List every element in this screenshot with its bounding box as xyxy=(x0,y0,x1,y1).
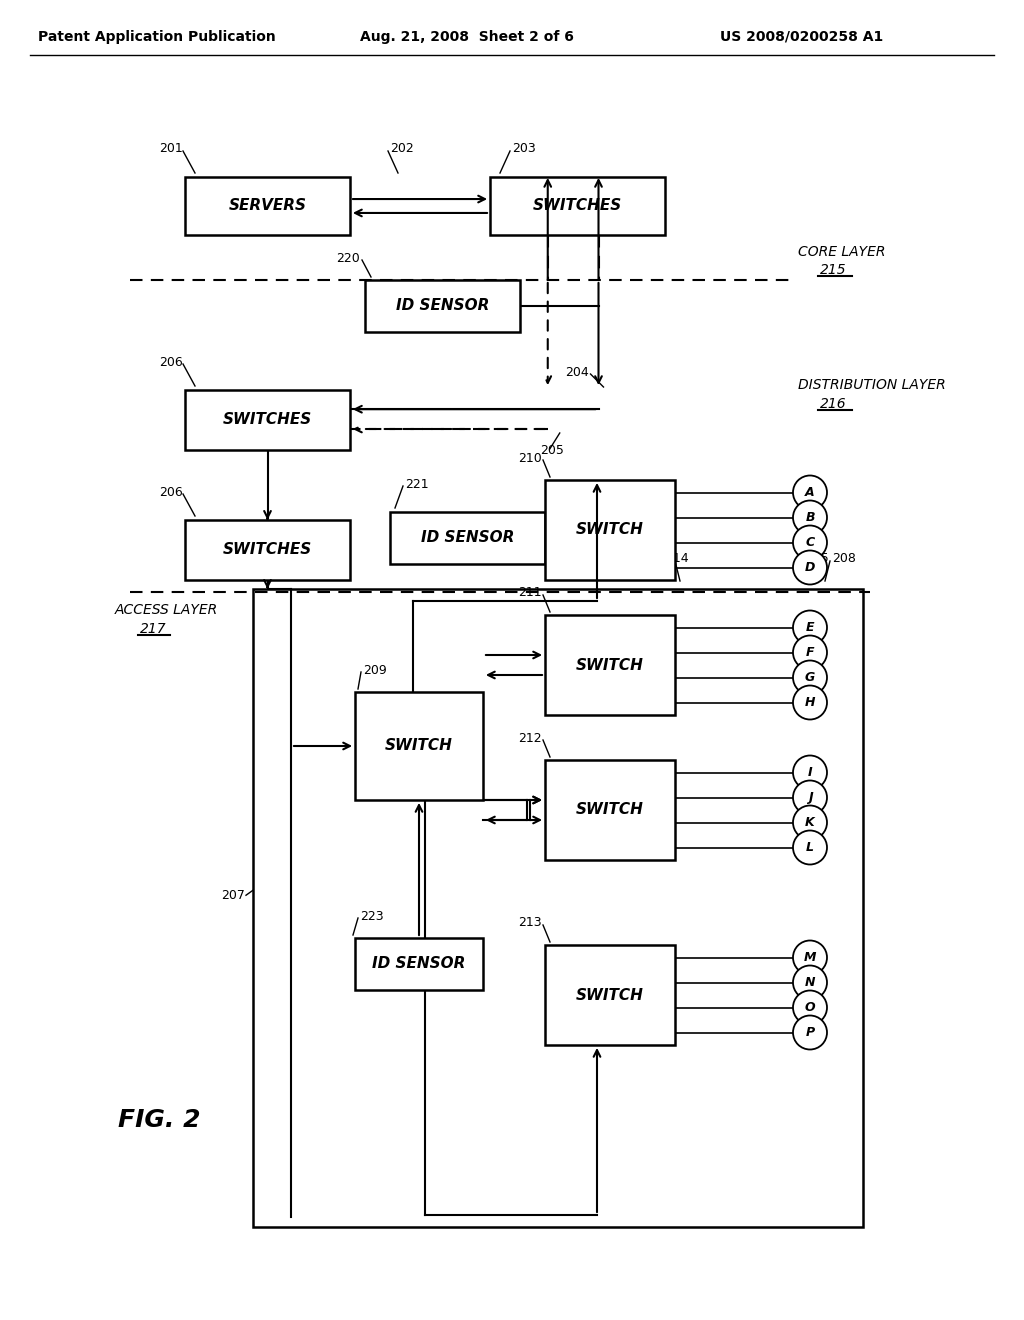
Text: J: J xyxy=(808,791,812,804)
Circle shape xyxy=(793,475,827,510)
Text: ID SENSOR: ID SENSOR xyxy=(396,298,489,314)
Circle shape xyxy=(793,805,827,840)
Text: G: G xyxy=(805,671,815,684)
Text: A: A xyxy=(805,486,815,499)
Text: 204: 204 xyxy=(565,366,589,379)
Circle shape xyxy=(793,940,827,974)
Bar xyxy=(545,480,675,579)
Circle shape xyxy=(793,780,827,814)
Bar xyxy=(355,692,483,800)
Text: N: N xyxy=(805,975,815,989)
Text: P: P xyxy=(806,1026,814,1039)
Text: D: D xyxy=(805,561,815,574)
Text: CORE LAYER: CORE LAYER xyxy=(798,246,886,259)
Text: 217: 217 xyxy=(140,622,167,636)
Circle shape xyxy=(793,685,827,719)
Text: SWITCHES: SWITCHES xyxy=(223,412,312,428)
Bar xyxy=(545,615,675,715)
Bar xyxy=(185,389,350,450)
Text: 208: 208 xyxy=(831,553,856,565)
Text: I: I xyxy=(808,766,812,779)
Bar xyxy=(185,520,350,579)
Text: L: L xyxy=(806,841,814,854)
Text: SWITCH: SWITCH xyxy=(385,738,453,754)
Circle shape xyxy=(793,500,827,535)
Text: US 2008/0200258 A1: US 2008/0200258 A1 xyxy=(720,30,884,44)
Text: E: E xyxy=(806,620,814,634)
Bar xyxy=(365,280,520,333)
Text: C: C xyxy=(806,536,814,549)
Text: SWITCHES: SWITCHES xyxy=(223,543,312,557)
Text: 211: 211 xyxy=(518,586,542,599)
Text: SWITCH: SWITCH xyxy=(577,657,644,672)
Circle shape xyxy=(793,635,827,669)
Text: 214: 214 xyxy=(665,553,688,565)
Text: ID SENSOR: ID SENSOR xyxy=(421,531,514,545)
Text: 202: 202 xyxy=(390,143,414,156)
Bar xyxy=(545,760,675,861)
Text: O: O xyxy=(805,1001,815,1014)
Text: 220: 220 xyxy=(336,252,360,264)
Text: Patent Application Publication: Patent Application Publication xyxy=(38,30,275,44)
Circle shape xyxy=(793,550,827,585)
Text: 216: 216 xyxy=(820,397,847,411)
Circle shape xyxy=(793,965,827,999)
Text: 203: 203 xyxy=(512,143,536,156)
Text: H: H xyxy=(805,696,815,709)
Circle shape xyxy=(793,525,827,560)
Text: ID SENSOR: ID SENSOR xyxy=(373,957,466,972)
Text: M: M xyxy=(804,950,816,964)
Text: 212: 212 xyxy=(518,731,542,744)
Bar xyxy=(185,177,350,235)
Circle shape xyxy=(793,660,827,694)
Text: K: K xyxy=(805,816,815,829)
Text: 213: 213 xyxy=(518,916,542,929)
Text: 215: 215 xyxy=(805,553,828,565)
Text: 201: 201 xyxy=(160,143,183,156)
Text: 206: 206 xyxy=(160,355,183,368)
Text: 210: 210 xyxy=(518,451,542,465)
Text: 209: 209 xyxy=(362,664,387,676)
Bar xyxy=(390,512,545,564)
Text: F: F xyxy=(806,645,814,659)
Text: FIG. 2: FIG. 2 xyxy=(118,1107,201,1133)
Text: SWITCH: SWITCH xyxy=(577,523,644,537)
Text: 215: 215 xyxy=(820,263,847,277)
Text: 221: 221 xyxy=(406,478,429,491)
Circle shape xyxy=(793,990,827,1024)
Text: 206: 206 xyxy=(160,486,183,499)
Circle shape xyxy=(793,1015,827,1049)
Bar xyxy=(545,945,675,1045)
Text: SWITCHES: SWITCHES xyxy=(532,198,623,214)
Text: 223: 223 xyxy=(360,909,384,923)
Text: 207: 207 xyxy=(221,888,245,902)
Text: SERVERS: SERVERS xyxy=(228,198,306,214)
Circle shape xyxy=(793,610,827,644)
Text: SWITCH: SWITCH xyxy=(577,987,644,1002)
Bar xyxy=(355,939,483,990)
Text: SWITCH: SWITCH xyxy=(577,803,644,817)
Text: 205: 205 xyxy=(540,445,563,458)
Text: ACCESS LAYER: ACCESS LAYER xyxy=(115,603,218,616)
Circle shape xyxy=(793,830,827,865)
Text: DISTRIBUTION LAYER: DISTRIBUTION LAYER xyxy=(798,378,946,392)
Bar xyxy=(253,589,863,1228)
Text: Aug. 21, 2008  Sheet 2 of 6: Aug. 21, 2008 Sheet 2 of 6 xyxy=(360,30,573,44)
Bar xyxy=(490,177,665,235)
Text: B: B xyxy=(805,511,815,524)
Circle shape xyxy=(793,755,827,789)
